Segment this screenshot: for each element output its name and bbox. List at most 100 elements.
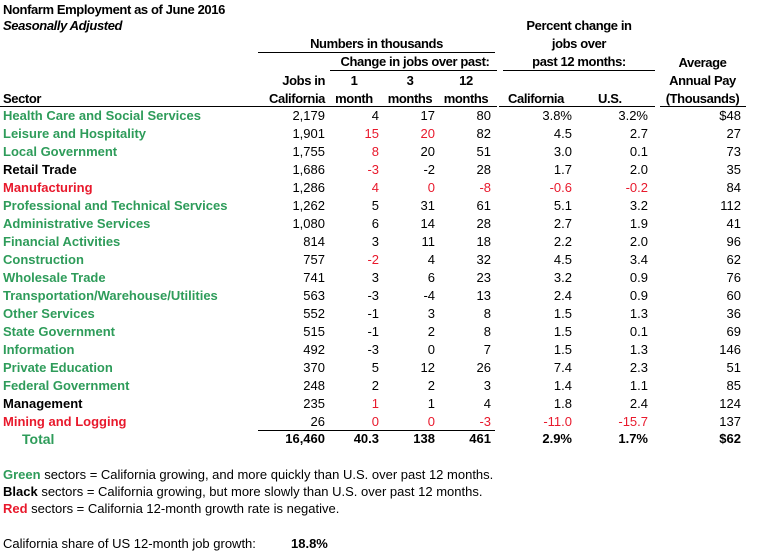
average-annual-pay-cell: 124: [719, 396, 741, 411]
pct-change-california-cell: 1.4: [553, 378, 572, 393]
average-annual-pay-cell: $48: [719, 108, 741, 123]
sector-name: Management: [3, 396, 83, 411]
header-jobs-in: Jobs in: [282, 73, 325, 88]
average-annual-pay-cell: 85: [726, 378, 741, 393]
change-1-month-cell: 0: [371, 414, 379, 429]
legend-green: Green sectors = California growing, and …: [3, 466, 493, 483]
change-3-months-cell: 20: [420, 126, 435, 141]
sector-name: Administrative Services: [3, 216, 151, 231]
pct-change-california-cell: -0.6: [549, 180, 572, 195]
table-row: State Government 515 -1 2 8 1.5 0.1 69: [0, 323, 757, 341]
change-1-month-cell: -3: [367, 342, 379, 357]
pct-change-us-cell: 0.1: [629, 144, 648, 159]
pct-change-california-cell: 4.5: [553, 126, 572, 141]
change-3-months-cell: 2: [427, 378, 435, 393]
legend-red-text: sectors = California 12-month growth rat…: [27, 501, 340, 516]
header-pct-us: U.S.: [598, 91, 622, 106]
jobs-in-california-cell: 1,755: [292, 144, 325, 159]
change-12-months-cell: 51: [476, 144, 491, 159]
header-12-months-top: 12: [459, 73, 473, 88]
header-1-month-top: 1: [350, 73, 358, 88]
sector-name: Financial Activities: [3, 234, 121, 249]
average-annual-pay-cell: 36: [726, 306, 741, 321]
table-row: Other Services 552 -1 3 8 1.5 1.3 36: [0, 305, 757, 323]
table-row: Health Care and Social Services 2,179 4 17 8…: [0, 107, 757, 125]
change-1-month-cell: 4: [371, 108, 379, 123]
legend-black-word: Black: [3, 484, 38, 499]
pct-change-us-cell: 3.2%: [618, 108, 648, 123]
pct-change-california-cell: 1.7: [553, 162, 572, 177]
legend-black-text: sectors = California growing, but more s…: [37, 484, 483, 499]
change-3-months-cell: 20: [420, 144, 435, 159]
header-change-in-jobs: Change in jobs over past:: [340, 54, 490, 69]
jobs-in-california-cell: 2,179: [292, 108, 325, 123]
sector-name: Manufacturing: [3, 180, 93, 195]
change-1-month-cell: 1: [371, 396, 379, 411]
change-1-month-cell: 8: [371, 144, 379, 159]
pct-change-california-cell: 3.8%: [542, 108, 572, 123]
header-pct-california: California: [508, 91, 564, 106]
change-3-months-cell: -4: [423, 288, 435, 303]
change-12-months-cell: 26: [476, 360, 491, 375]
change-3-months-cell: 2: [427, 324, 435, 339]
header-percent-change-1: Percent change in: [526, 18, 632, 33]
pct-change-california-cell: 1.8: [553, 396, 572, 411]
average-annual-pay-cell: 69: [726, 324, 741, 339]
change-3-months-cell: 6: [427, 270, 435, 285]
pct-change-us-cell: 2.3: [629, 360, 648, 375]
table-row: Private Education 370 5 12 26 7.4 2.3 51: [0, 359, 757, 377]
jobs-in-california-cell: 248: [303, 378, 325, 393]
header-numbers-in-thousands: Numbers in thousands: [310, 36, 443, 51]
change-1-month-cell: 3: [371, 270, 379, 285]
change-1-month-cell: 5: [371, 198, 379, 213]
share-value: 18.8%: [291, 536, 328, 551]
jobs-in-california-cell: 563: [303, 288, 325, 303]
header-percent-change-2: jobs over: [551, 36, 607, 51]
jobs-in-california-cell: 1,686: [292, 162, 325, 177]
pct-change-us-cell: 2.0: [629, 234, 648, 249]
header-sector: Sector: [3, 91, 42, 106]
average-annual-pay-cell: 60: [726, 288, 741, 303]
sector-name: State Government: [3, 324, 115, 339]
jobs-in-california-cell: 741: [303, 270, 325, 285]
change-1-month-cell: -1: [367, 324, 379, 339]
change-1-month-cell: 40.3: [353, 431, 379, 446]
pct-change-us-cell: 1.9: [629, 216, 648, 231]
sector-name: Retail Trade: [3, 162, 77, 177]
pct-change-us-cell: 1.3: [629, 306, 648, 321]
change-12-months-cell: 82: [476, 126, 491, 141]
change-12-months-cell: 461: [469, 431, 491, 446]
change-12-months-cell: -8: [479, 180, 491, 195]
change-1-month-cell: -3: [367, 288, 379, 303]
change-3-months-cell: 12: [420, 360, 435, 375]
change-12-months-cell: 28: [476, 162, 491, 177]
sector-name: Private Education: [3, 360, 113, 375]
legend-red: Red sectors = California 12-month growth…: [3, 500, 339, 517]
table-row: Financial Activities 814 3 11 18 2.2 2.0 96: [0, 233, 757, 251]
share-label: California share of US 12-month job grow…: [3, 536, 256, 551]
header-bottom-rule: [499, 106, 655, 107]
header-12-months-bottom: months: [443, 91, 489, 106]
average-annual-pay-cell: 146: [719, 342, 741, 357]
jobs-in-california-cell: 1,286: [292, 180, 325, 195]
table-row: Leisure and Hospitality 1,901 15 20 82 4.5 2.7…: [0, 125, 757, 143]
pct-change-us-cell: 0.9: [629, 288, 648, 303]
change-1-month-cell: 3: [371, 234, 379, 249]
pct-change-california-cell: 2.7: [553, 216, 572, 231]
pct-change-us-cell: -15.7: [618, 414, 648, 429]
header-average: Average: [678, 55, 727, 70]
header-underline: [258, 52, 495, 53]
pct-change-us-cell: -0.2: [625, 180, 648, 195]
average-annual-pay-cell: 84: [726, 180, 741, 195]
pct-change-us-cell: 1.1: [629, 378, 648, 393]
pct-change-us-cell: 2.4: [629, 396, 648, 411]
change-1-month-cell: 2: [371, 378, 379, 393]
header-california: California: [269, 91, 325, 106]
change-3-months-cell: 138: [413, 431, 435, 446]
pct-change-california-cell: -11.0: [543, 414, 572, 429]
average-annual-pay-cell: 35: [726, 162, 741, 177]
change-1-month-cell: -1: [367, 306, 379, 321]
change-12-months-cell: 18: [476, 234, 491, 249]
change-12-months-cell: 8: [483, 324, 491, 339]
